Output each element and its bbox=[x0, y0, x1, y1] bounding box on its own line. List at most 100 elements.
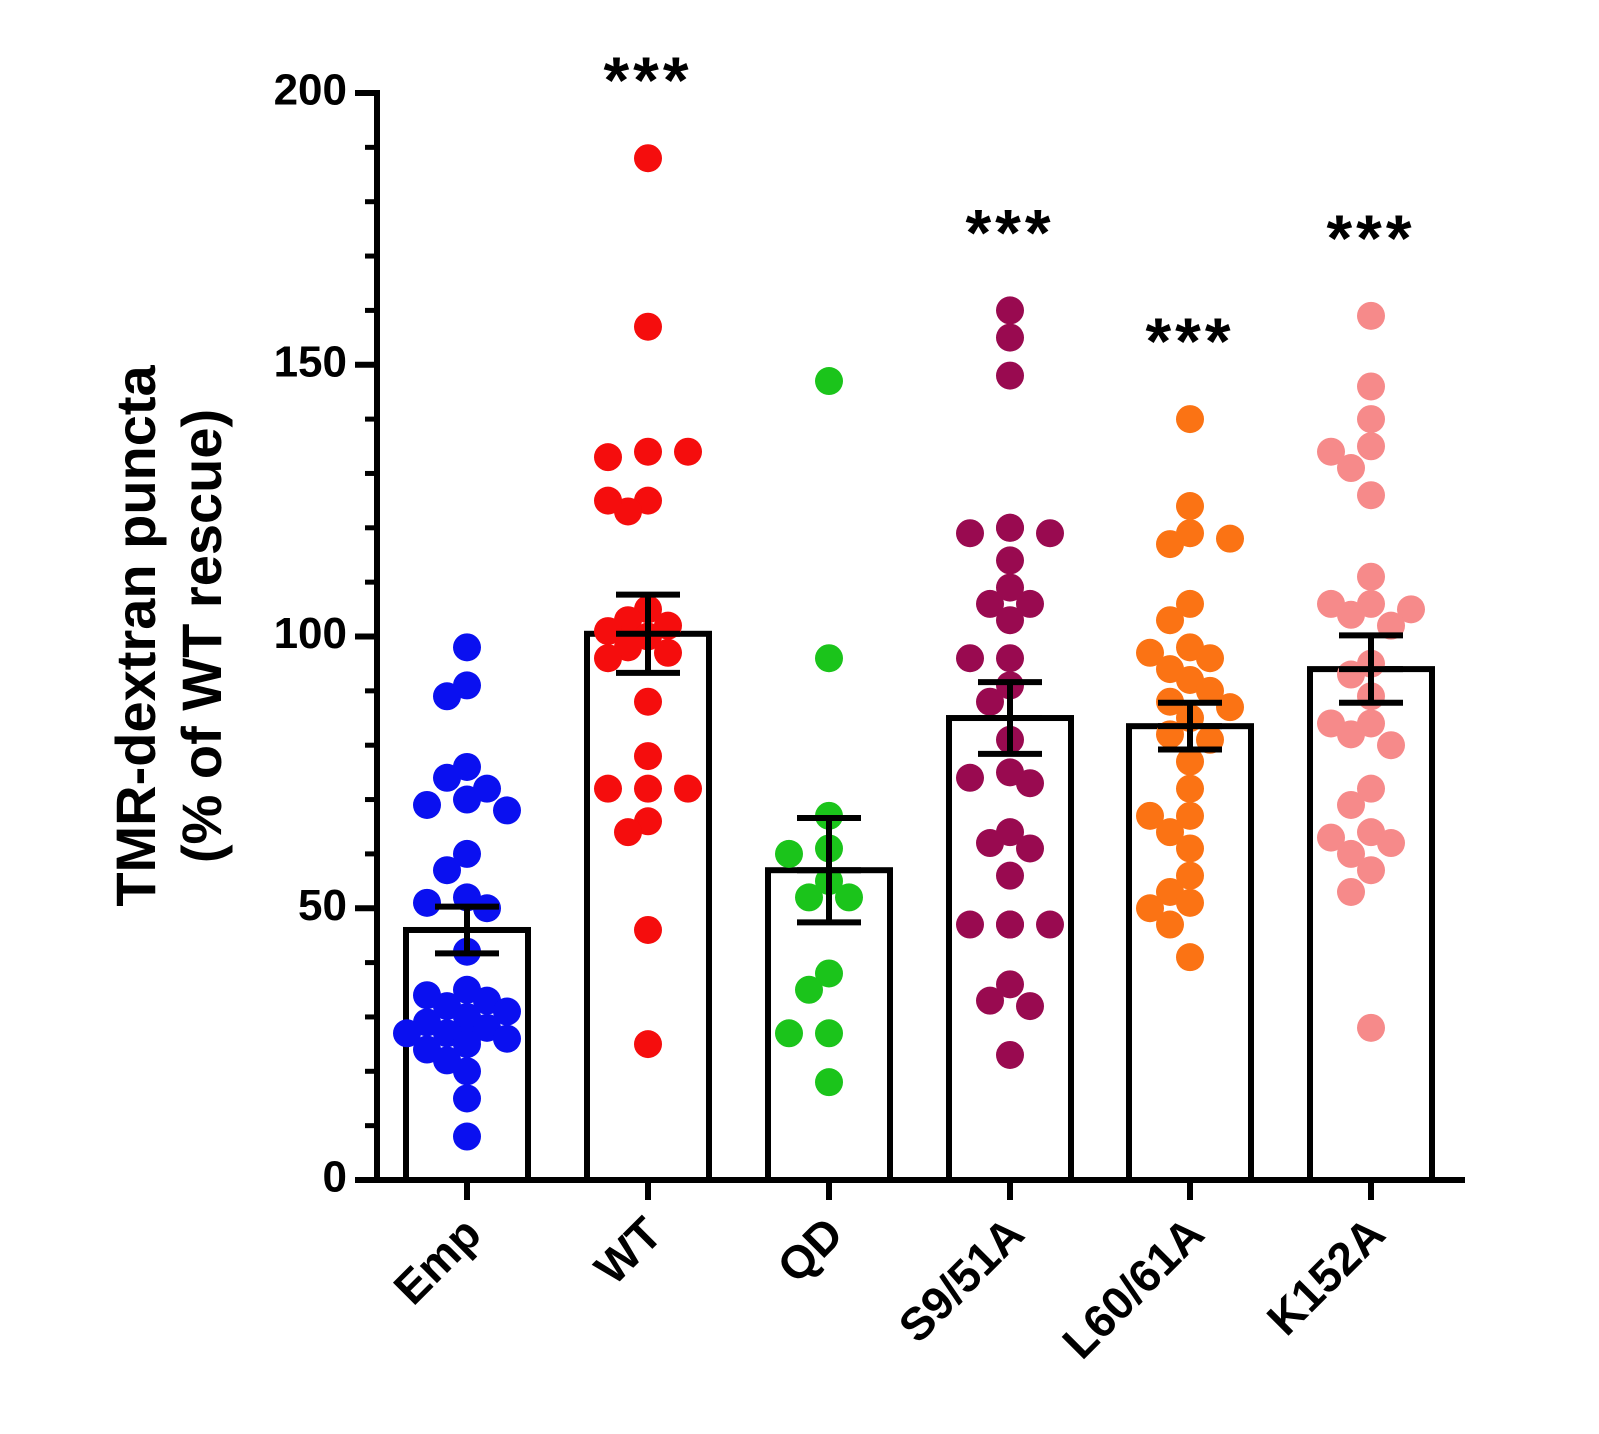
data-point bbox=[614, 818, 642, 847]
data-point bbox=[996, 970, 1024, 999]
data-point bbox=[1176, 405, 1204, 434]
data-point bbox=[634, 687, 662, 716]
data-point bbox=[956, 910, 984, 939]
bars-layer bbox=[403, 630, 1435, 1184]
data-point bbox=[453, 1084, 481, 1113]
data-point bbox=[1357, 481, 1385, 510]
data-point bbox=[634, 742, 662, 771]
y-tick-label: 100 bbox=[274, 609, 347, 658]
error-bars-layer bbox=[435, 591, 1403, 957]
data-point bbox=[433, 856, 461, 885]
data-point bbox=[996, 513, 1024, 542]
data-point bbox=[1337, 839, 1365, 868]
data-point bbox=[1357, 856, 1385, 885]
data-point bbox=[493, 997, 521, 1026]
data-point bbox=[1196, 676, 1224, 705]
data-point bbox=[976, 589, 1004, 618]
data-point bbox=[1216, 524, 1244, 553]
data-point bbox=[634, 437, 662, 466]
data-point bbox=[1176, 834, 1204, 863]
data-point bbox=[1317, 823, 1345, 852]
data-point bbox=[1136, 638, 1164, 667]
data-point bbox=[674, 774, 702, 803]
data-point bbox=[453, 1030, 481, 1059]
significance-marker-5: *** bbox=[1326, 201, 1415, 275]
data-point bbox=[634, 774, 662, 803]
data-point bbox=[795, 975, 823, 1004]
data-point bbox=[815, 1019, 843, 1048]
data-point bbox=[453, 1122, 481, 1151]
x-tick-label-1: WT bbox=[584, 1207, 671, 1294]
data-point bbox=[1176, 589, 1204, 618]
data-point bbox=[956, 644, 984, 673]
data-point bbox=[1176, 774, 1204, 803]
data-point bbox=[996, 1040, 1024, 1069]
data-point bbox=[815, 1068, 843, 1097]
data-point bbox=[1357, 774, 1385, 803]
x-tick-label-0: Emp bbox=[383, 1207, 490, 1314]
data-point bbox=[996, 323, 1024, 352]
data-point bbox=[1357, 405, 1385, 434]
data-point bbox=[413, 888, 441, 917]
data-point bbox=[1357, 432, 1385, 461]
data-point bbox=[1216, 693, 1244, 722]
data-point bbox=[775, 839, 803, 868]
data-point bbox=[654, 638, 682, 667]
data-point bbox=[1377, 829, 1405, 858]
data-point bbox=[1036, 519, 1064, 548]
data-point bbox=[1357, 562, 1385, 591]
x-tick-label-4: L60/61A bbox=[1052, 1207, 1214, 1369]
data-point bbox=[594, 617, 622, 646]
data-point bbox=[493, 796, 521, 825]
bar-5 bbox=[1307, 666, 1435, 1183]
significance-marker-3: *** bbox=[965, 195, 1054, 269]
data-point bbox=[996, 644, 1024, 673]
data-point bbox=[1016, 589, 1044, 618]
data-point bbox=[1377, 731, 1405, 760]
data-point bbox=[493, 1024, 521, 1053]
data-point bbox=[634, 915, 662, 944]
data-point bbox=[634, 312, 662, 341]
data-point bbox=[1357, 372, 1385, 401]
data-point bbox=[1337, 600, 1365, 629]
significance-marker-4: *** bbox=[1145, 304, 1234, 378]
data-point bbox=[1016, 769, 1044, 798]
data-point bbox=[1337, 660, 1365, 689]
data-point bbox=[453, 839, 481, 868]
axes-layer bbox=[355, 90, 1465, 1200]
data-point bbox=[393, 1019, 421, 1048]
data-point bbox=[1136, 894, 1164, 923]
data-point bbox=[775, 1019, 803, 1048]
data-point bbox=[996, 861, 1024, 890]
x-tick-label-2: QD bbox=[767, 1207, 853, 1293]
data-point bbox=[1357, 1013, 1385, 1042]
data-point bbox=[1337, 790, 1365, 819]
y-axis-title-line1: TMR-dextran puncta bbox=[104, 364, 167, 906]
data-point bbox=[594, 486, 622, 515]
data-point bbox=[815, 644, 843, 673]
data-point bbox=[1176, 888, 1204, 917]
data-point bbox=[996, 606, 1024, 635]
data-point bbox=[594, 774, 622, 803]
data-point bbox=[433, 682, 461, 711]
data-point bbox=[956, 519, 984, 548]
data-point bbox=[815, 367, 843, 396]
data-point bbox=[1317, 437, 1345, 466]
data-point bbox=[1016, 834, 1044, 863]
y-axis-title-line2: (% of WT rescue) bbox=[170, 409, 233, 863]
data-point bbox=[1176, 747, 1204, 776]
data-point bbox=[1136, 801, 1164, 830]
data-point bbox=[453, 633, 481, 662]
y-tick-label: 0 bbox=[323, 1153, 347, 1202]
y-tick-label: 150 bbox=[274, 337, 347, 386]
data-point bbox=[594, 443, 622, 472]
data-point bbox=[1156, 818, 1184, 847]
data-point bbox=[996, 296, 1024, 325]
data-point bbox=[1016, 992, 1044, 1021]
data-point bbox=[996, 573, 1024, 602]
data-point bbox=[674, 437, 702, 466]
data-point bbox=[433, 763, 461, 792]
data-point bbox=[1397, 595, 1425, 624]
